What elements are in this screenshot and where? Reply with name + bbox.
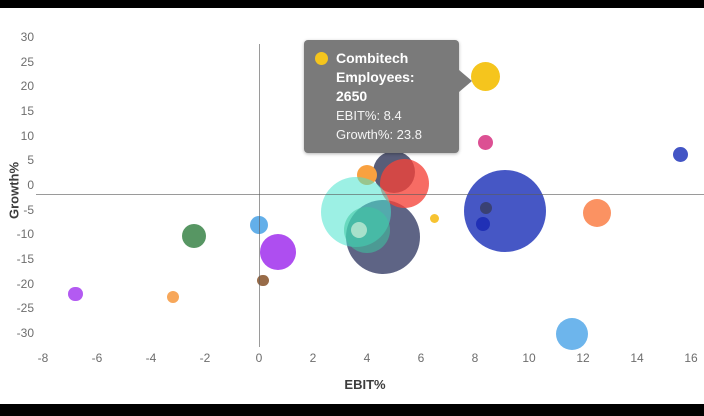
tooltip-series-marker-icon — [315, 52, 328, 65]
y-tick-label: 15 — [20, 104, 34, 119]
y-tick-label: -25 — [16, 301, 34, 316]
coral-right-bubble[interactable] — [582, 199, 611, 228]
y-tick-label: 20 — [20, 79, 34, 94]
orange-small-left-bubble[interactable] — [166, 291, 179, 304]
y-tick-label: 30 — [20, 30, 34, 45]
green-left-bubble[interactable] — [182, 223, 207, 248]
x-tick-label: 16 — [684, 351, 698, 365]
x-tick-label: 10 — [522, 351, 536, 365]
violet-small-left-bubble[interactable] — [68, 286, 83, 302]
tooltip-employees: Employees: 2650 — [336, 69, 415, 104]
x-tick-label: 12 — [576, 351, 590, 365]
pale-aqua-small-bubble[interactable] — [350, 221, 367, 238]
bubble-chart: Growth% EBIT% 30 25 20 15 10 5 0 -5 -10 -15 -20 -25… — [0, 8, 704, 404]
x-axis-title: EBIT% — [344, 377, 386, 392]
tooltip-ebit: EBIT%: 8.4 — [336, 108, 402, 123]
pink-right-bubble[interactable] — [478, 134, 494, 150]
darkslate-dot-bubble[interactable] — [479, 201, 492, 214]
tooltip-title: Combitech — [336, 50, 409, 66]
x-tick-label: 14 — [630, 351, 644, 365]
y-tick-label: -15 — [16, 251, 34, 266]
lightblue-bottom-bubble[interactable] — [556, 318, 589, 350]
y-tick-label: 0 — [27, 178, 34, 192]
x-tick-label: 8 — [471, 351, 479, 365]
x-tick-label: 6 — [417, 351, 425, 365]
x-tick-label: -8 — [37, 351, 49, 365]
y-tick-label: -20 — [16, 276, 34, 291]
y-tick-label: -10 — [16, 227, 34, 242]
tooltip-growth: Growth%: 23.8 — [336, 127, 422, 142]
yellow-small-mid-bubble[interactable] — [430, 213, 439, 223]
letterbox-top — [0, 0, 704, 8]
x-tick-label: -4 — [145, 351, 157, 365]
x-zero-axis-line — [259, 44, 260, 347]
royalblue-large-bubble[interactable] — [463, 169, 546, 252]
purple-large-bubble[interactable] — [259, 233, 297, 271]
y-tick-label: 25 — [20, 54, 34, 69]
y-tick-label: -5 — [23, 202, 34, 217]
x-tick-label: 2 — [309, 351, 317, 365]
combitech-bubble[interactable] — [471, 62, 501, 92]
darkblue-dot-bubble[interactable] — [476, 217, 491, 232]
y-tick-label: -30 — [16, 325, 34, 340]
x-tick-label: 0 — [255, 351, 263, 365]
letterbox-bottom — [0, 404, 704, 416]
y-tick-label: 5 — [27, 153, 34, 168]
navyblue-right-bubble[interactable] — [672, 146, 688, 162]
x-tick-label: -6 — [91, 351, 103, 365]
brown-small-bubble[interactable] — [257, 275, 269, 287]
x-tick-label: -2 — [199, 351, 211, 365]
y-tick-label: 10 — [20, 128, 34, 143]
y-zero-axis-line — [36, 194, 704, 195]
x-tick-label: 4 — [363, 351, 371, 365]
tooltip: Combitech Employees: 2650 EBIT%: 8.4 Gro… — [304, 40, 472, 153]
